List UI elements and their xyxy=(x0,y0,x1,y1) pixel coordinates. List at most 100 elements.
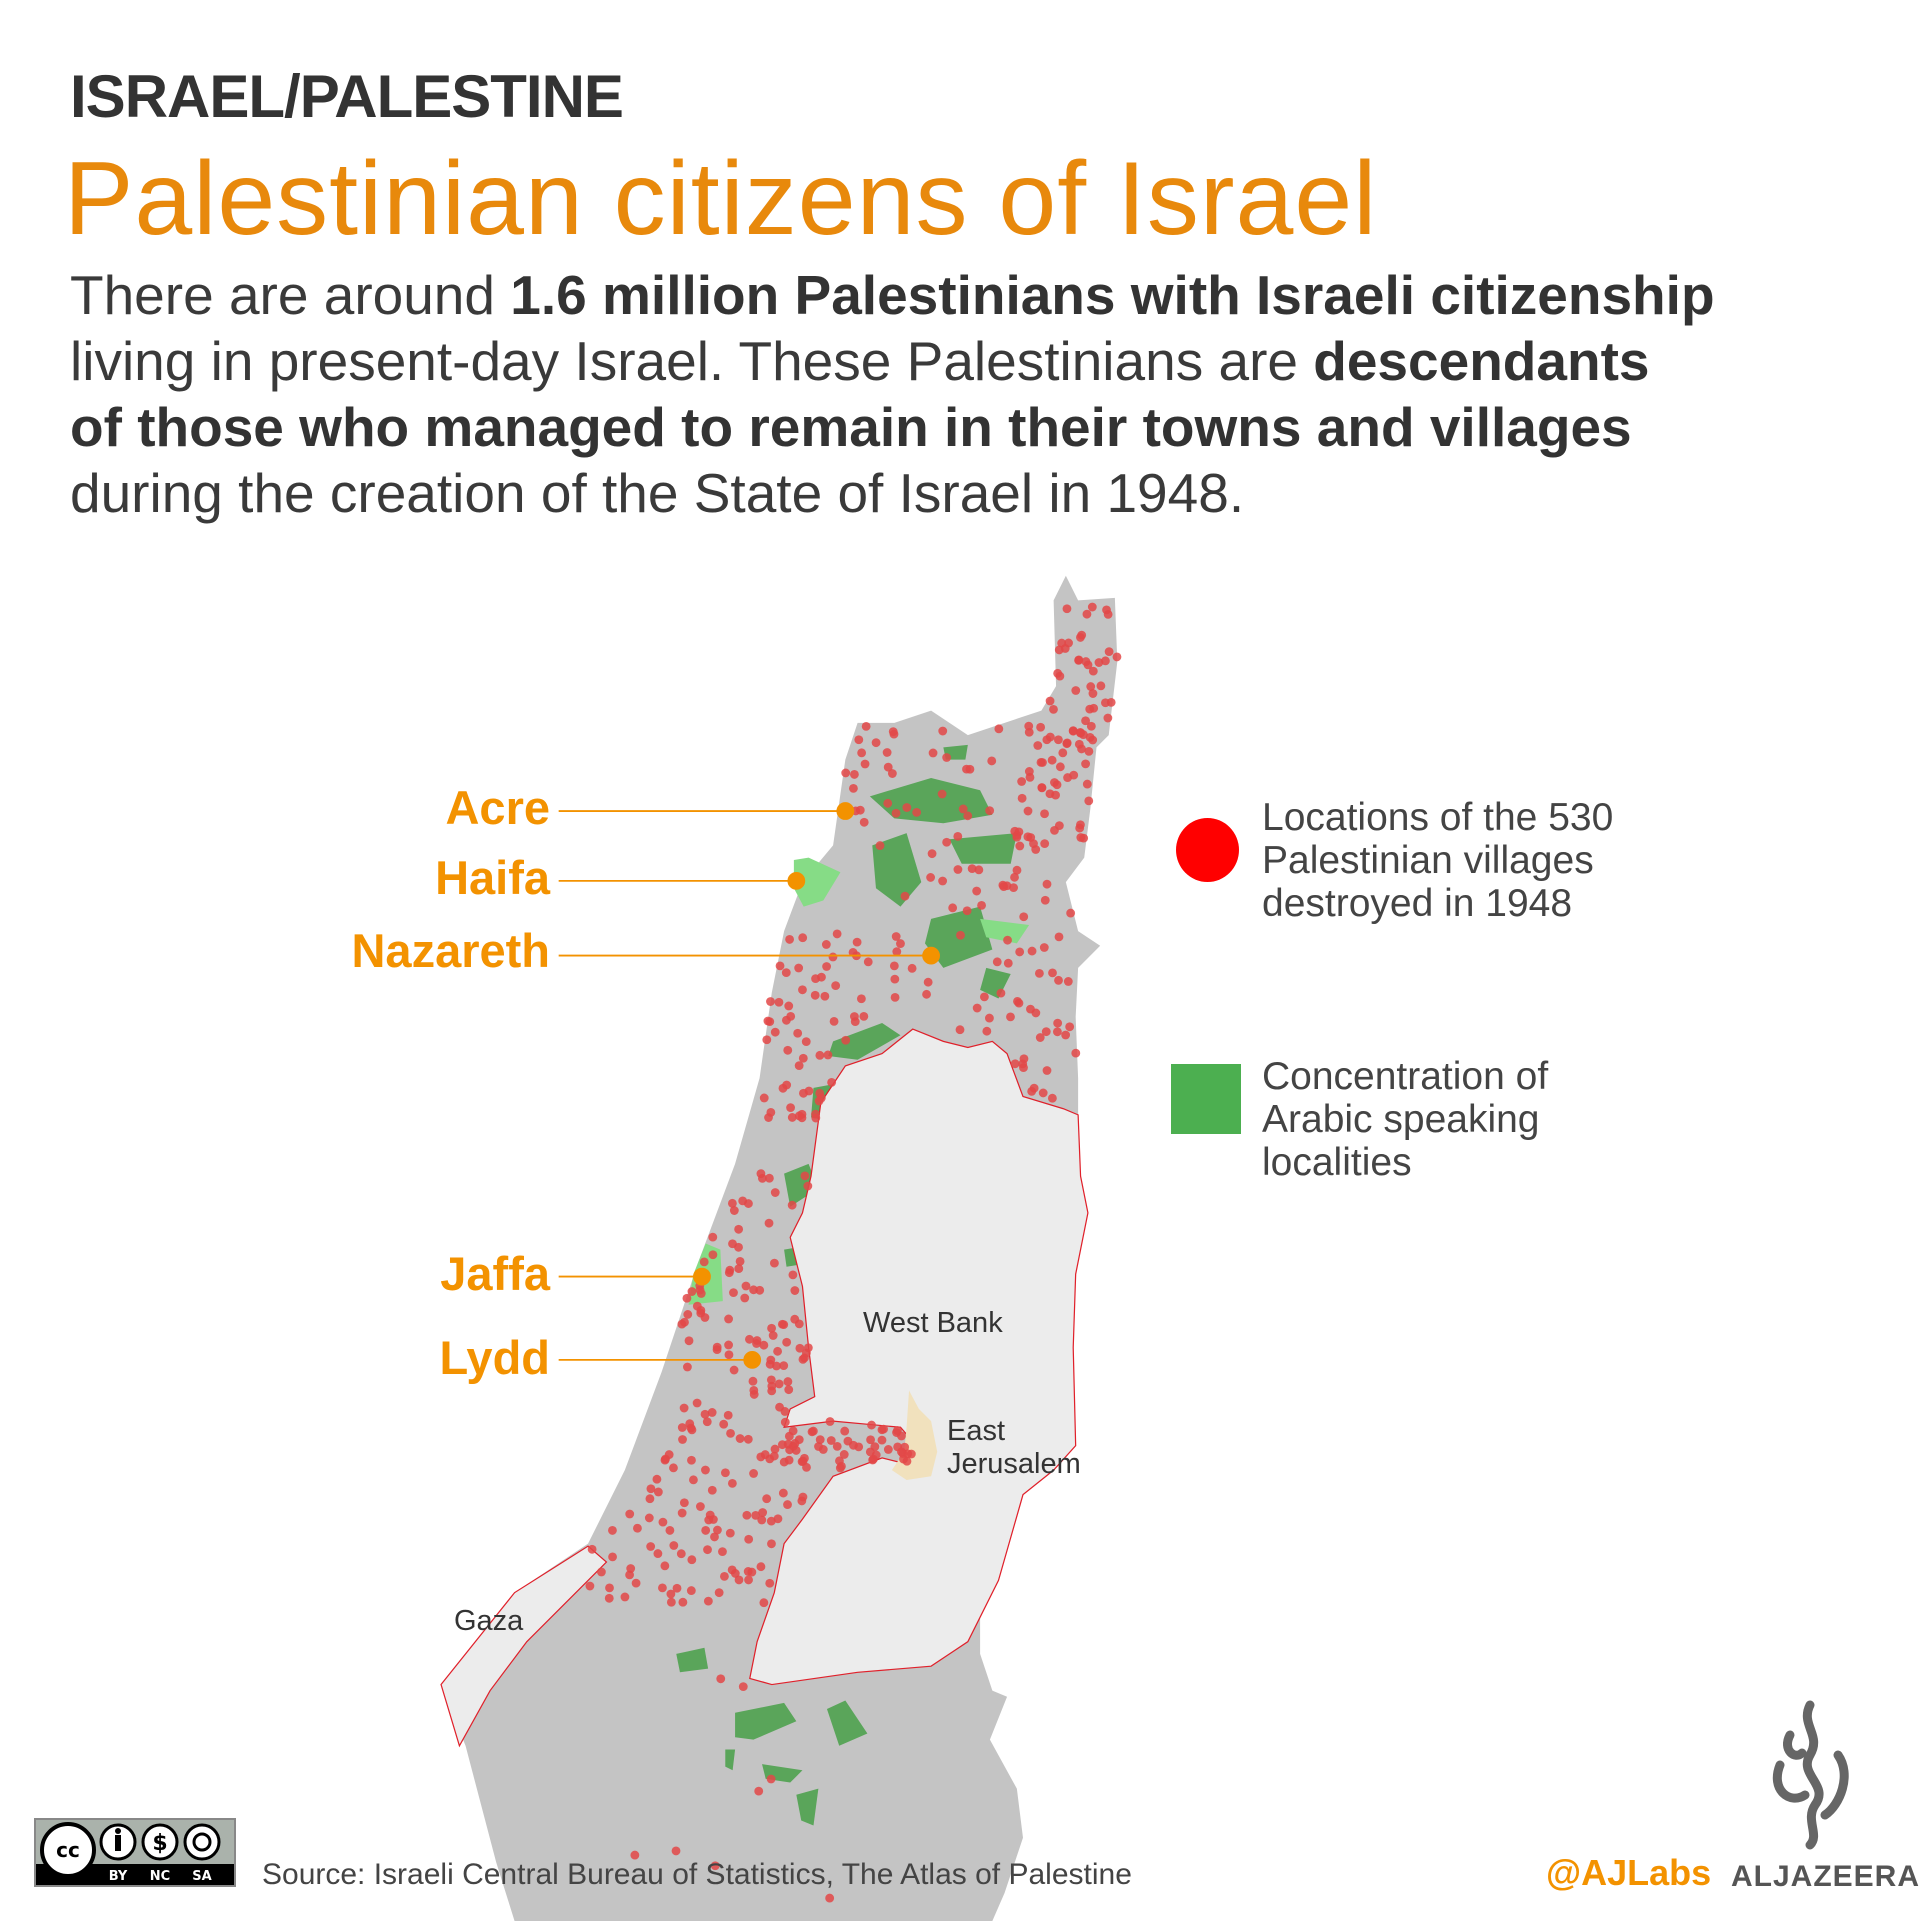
village-dot xyxy=(653,1487,663,1497)
village-dot xyxy=(1052,780,1062,790)
village-dot xyxy=(802,1462,811,1472)
village-dot xyxy=(794,1435,804,1445)
village-dot xyxy=(879,1424,888,1434)
village-dot xyxy=(791,1446,801,1455)
village-dot xyxy=(756,1562,766,1572)
village-dot xyxy=(815,1050,825,1060)
village-dot xyxy=(794,1111,804,1121)
village-dot xyxy=(849,783,858,793)
village-dots xyxy=(585,602,1122,1903)
village-dot xyxy=(1053,735,1063,745)
village-dot xyxy=(1051,790,1060,800)
acre-dot xyxy=(836,802,855,820)
village-dot xyxy=(811,1109,820,1119)
by-text: BY xyxy=(109,1869,128,1884)
village-dot xyxy=(849,1440,858,1450)
village-dot xyxy=(883,762,893,772)
village-dot xyxy=(1003,958,1013,968)
village-dot xyxy=(927,849,937,859)
village-dot xyxy=(1086,682,1096,691)
village-dot xyxy=(801,1037,811,1047)
village-dot xyxy=(1054,932,1064,942)
village-dot xyxy=(912,807,922,817)
village-dot xyxy=(841,768,851,778)
village-dot xyxy=(724,1314,733,1324)
village-dot xyxy=(784,1001,794,1011)
village-dot xyxy=(1017,793,1027,803)
village-dot xyxy=(687,1455,696,1465)
village-dot xyxy=(922,989,931,999)
village-dot xyxy=(822,962,832,971)
village-dot xyxy=(865,1447,875,1457)
legend-villages-label: Locations of the 530 Palestinian village… xyxy=(1262,796,1613,925)
village-dot xyxy=(747,1567,757,1577)
village-dot xyxy=(608,1552,617,1562)
village-dot xyxy=(724,1340,733,1350)
village-dot xyxy=(794,963,804,973)
village-dot xyxy=(759,1340,769,1350)
village-dot xyxy=(744,1575,753,1585)
village-dot xyxy=(958,804,968,814)
village-dot xyxy=(692,1398,702,1408)
city-label-acre: Acre xyxy=(445,781,550,834)
village-dot xyxy=(793,1028,803,1038)
village-dot xyxy=(889,961,899,971)
village-dot xyxy=(784,1385,794,1395)
village-dot xyxy=(676,1549,686,1559)
village-dot xyxy=(1035,1033,1045,1042)
village-dot xyxy=(727,1198,737,1208)
city-markers xyxy=(558,802,940,1369)
village-dot xyxy=(689,1475,698,1485)
village-dot xyxy=(1084,796,1094,806)
village-dot xyxy=(760,1450,770,1460)
locality-patch xyxy=(872,833,922,907)
village-dot xyxy=(740,1293,750,1303)
village-dot xyxy=(684,1336,694,1346)
village-dot xyxy=(867,1420,876,1430)
village-dot xyxy=(773,1514,783,1524)
village-dot xyxy=(1034,968,1044,978)
village-dot xyxy=(825,1893,835,1903)
village-dot xyxy=(1053,1018,1063,1028)
village-dot xyxy=(666,1589,676,1599)
cc-text: cc xyxy=(56,1838,80,1862)
village-dot xyxy=(769,1258,779,1268)
gaza-territory xyxy=(440,1545,608,1748)
village-dot xyxy=(633,1523,642,1533)
village-dot xyxy=(585,1581,595,1591)
village-dot xyxy=(626,1564,636,1573)
village-dot xyxy=(780,1417,790,1427)
village-dot xyxy=(923,977,933,987)
village-dot xyxy=(832,1441,842,1451)
village-dot xyxy=(671,1846,681,1856)
village-dot xyxy=(696,1305,706,1315)
village-dot xyxy=(719,1419,729,1429)
intro-line: living in present-day Israel. These Pale… xyxy=(70,328,1715,394)
village-dot xyxy=(587,1544,597,1554)
village-dot xyxy=(1037,783,1047,793)
village-dot xyxy=(902,803,912,812)
village-dot xyxy=(713,1525,722,1535)
village-dot xyxy=(707,1485,717,1495)
village-dot xyxy=(762,1494,772,1504)
village-dot xyxy=(724,1350,734,1360)
village-dot xyxy=(774,997,784,1007)
village-dot xyxy=(831,981,841,991)
aljazeera-logo-icon xyxy=(1772,1700,1849,1850)
village-dot xyxy=(891,932,901,941)
lydd-dot xyxy=(743,1351,762,1369)
village-dot xyxy=(767,1386,777,1396)
village-dot xyxy=(814,1442,823,1451)
village-dot xyxy=(1047,1093,1057,1103)
village-dot xyxy=(644,1513,654,1523)
village-dot xyxy=(821,940,831,949)
village-dot xyxy=(1012,865,1022,875)
village-dot xyxy=(1052,1027,1062,1037)
village-dot xyxy=(787,1113,797,1122)
village-dot xyxy=(1086,721,1096,731)
village-dot xyxy=(783,1500,792,1509)
legend-line: Locations of the 530 xyxy=(1262,796,1614,839)
village-dot xyxy=(826,1436,836,1445)
village-dot xyxy=(828,952,838,962)
